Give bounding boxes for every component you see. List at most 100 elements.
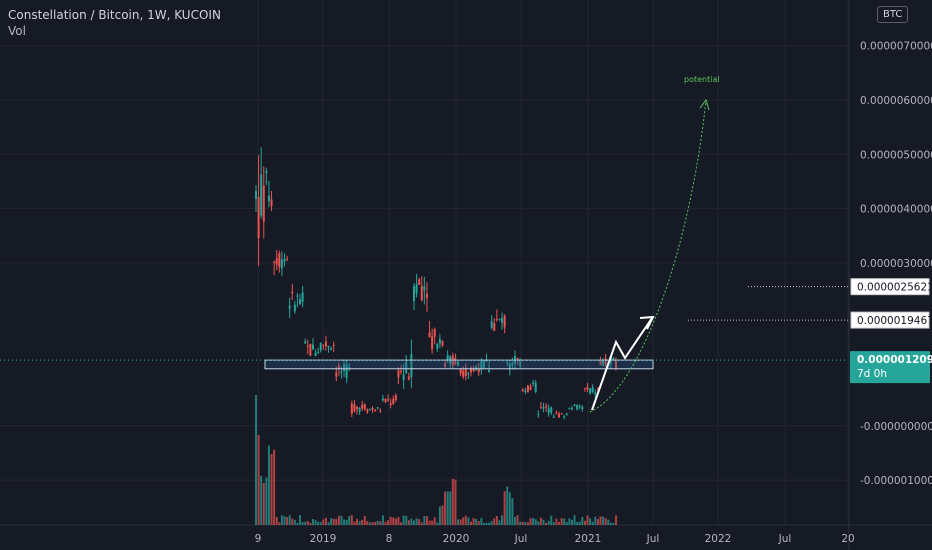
candle-body[interactable] (516, 357, 519, 360)
candle-body[interactable] (570, 408, 573, 410)
candle-body[interactable] (545, 406, 548, 408)
candle-body[interactable] (322, 344, 325, 346)
candle-body[interactable] (392, 398, 395, 404)
candle-body[interactable] (467, 373, 470, 375)
candle-body[interactable] (257, 197, 260, 238)
candle-body[interactable] (317, 352, 320, 354)
candle-body[interactable] (495, 318, 498, 320)
candle-body[interactable] (407, 376, 410, 380)
candle-body[interactable] (275, 258, 278, 265)
candle-body[interactable] (291, 291, 294, 294)
candle-body[interactable] (591, 387, 594, 393)
candle-body[interactable] (444, 363, 447, 367)
candle-body[interactable] (438, 338, 441, 344)
candle-body[interactable] (397, 370, 400, 378)
candle-body[interactable] (387, 399, 390, 401)
candle-body[interactable] (493, 323, 496, 331)
candle-body[interactable] (363, 404, 366, 410)
candle-body[interactable] (381, 398, 384, 401)
candle-body[interactable] (454, 358, 457, 365)
current-price-badge[interactable] (850, 351, 930, 384)
candle-body[interactable] (469, 367, 472, 373)
candle-body[interactable] (412, 285, 415, 302)
candle-body[interactable] (555, 412, 558, 414)
candle-body[interactable] (431, 336, 434, 350)
candle-body[interactable] (446, 355, 449, 361)
candle-body[interactable] (602, 361, 605, 366)
candle-body[interactable] (604, 358, 607, 365)
candle-body[interactable] (526, 385, 529, 392)
candle-body[interactable] (366, 409, 369, 413)
candle-body[interactable] (374, 410, 377, 412)
candle-body[interactable] (519, 361, 522, 366)
candle-body[interactable] (327, 346, 330, 348)
candle-body[interactable] (296, 295, 299, 297)
candle-body[interactable] (314, 352, 317, 356)
candle-body[interactable] (436, 344, 439, 349)
candle-body[interactable] (563, 415, 566, 417)
candle-body[interactable] (529, 386, 532, 390)
candle-body[interactable] (361, 404, 364, 409)
candle-body[interactable] (345, 364, 348, 379)
candle-body[interactable] (299, 298, 302, 305)
candle-body[interactable] (420, 285, 423, 301)
candle-body[interactable] (311, 344, 314, 350)
candle-body[interactable] (560, 413, 563, 415)
candle-body[interactable] (464, 368, 467, 376)
candle-body[interactable] (389, 403, 392, 406)
candle-body[interactable] (376, 407, 379, 409)
candle-body[interactable] (262, 185, 265, 222)
candle-body[interactable] (578, 405, 581, 407)
candle-body[interactable] (521, 389, 524, 392)
candle-body[interactable] (477, 369, 480, 373)
candle-body[interactable] (324, 341, 327, 347)
candle-body[interactable] (615, 360, 617, 369)
candle-body[interactable] (573, 404, 576, 406)
candle-body[interactable] (583, 388, 586, 390)
candle-body[interactable] (293, 304, 296, 312)
candle-body[interactable] (480, 359, 483, 370)
candle-body[interactable] (384, 398, 387, 403)
candle-body[interactable] (433, 329, 436, 337)
candle-body[interactable] (508, 363, 511, 369)
candle-body[interactable] (547, 408, 550, 413)
candle-body[interactable] (400, 370, 403, 372)
candle-body[interactable] (568, 408, 571, 410)
candle-body[interactable] (283, 258, 286, 262)
candle-body[interactable] (273, 261, 276, 263)
candle-body[interactable] (371, 407, 374, 410)
candle-body[interactable] (462, 370, 465, 377)
candle-body[interactable] (441, 341, 444, 346)
candle-body[interactable] (304, 341, 307, 344)
candle-body[interactable] (280, 259, 283, 269)
candle-body[interactable] (609, 358, 612, 364)
projected-path[interactable] (591, 317, 653, 411)
candle-body[interactable] (457, 361, 460, 366)
candle-body[interactable] (589, 388, 592, 394)
candle-body[interactable] (576, 404, 579, 410)
candle-body[interactable] (550, 407, 553, 413)
candle-body[interactable] (423, 286, 426, 291)
candle-body[interactable] (503, 315, 506, 328)
candle-body[interactable] (552, 416, 555, 418)
candle-body[interactable] (524, 390, 527, 393)
candle-body[interactable] (337, 365, 340, 369)
price-level-badge[interactable] (850, 278, 930, 296)
candle-body[interactable] (306, 345, 309, 347)
candle-body[interactable] (490, 321, 493, 329)
candle-body[interactable] (506, 362, 509, 364)
candle-body[interactable] (501, 317, 504, 323)
candle-body[interactable] (410, 354, 413, 378)
candle-body[interactable] (350, 403, 353, 414)
candle-body[interactable] (488, 370, 491, 373)
candle-body[interactable] (482, 360, 485, 368)
volume-label[interactable]: Vol (8, 24, 26, 38)
candle-body[interactable] (511, 363, 514, 366)
candle-body[interactable] (565, 413, 568, 415)
candle-body[interactable] (309, 344, 312, 356)
candle-body[interactable] (332, 345, 335, 347)
candle-body[interactable] (358, 407, 361, 412)
candle-body[interactable] (472, 368, 475, 371)
projection-curve[interactable] (589, 99, 707, 413)
candle-body[interactable] (586, 386, 589, 390)
